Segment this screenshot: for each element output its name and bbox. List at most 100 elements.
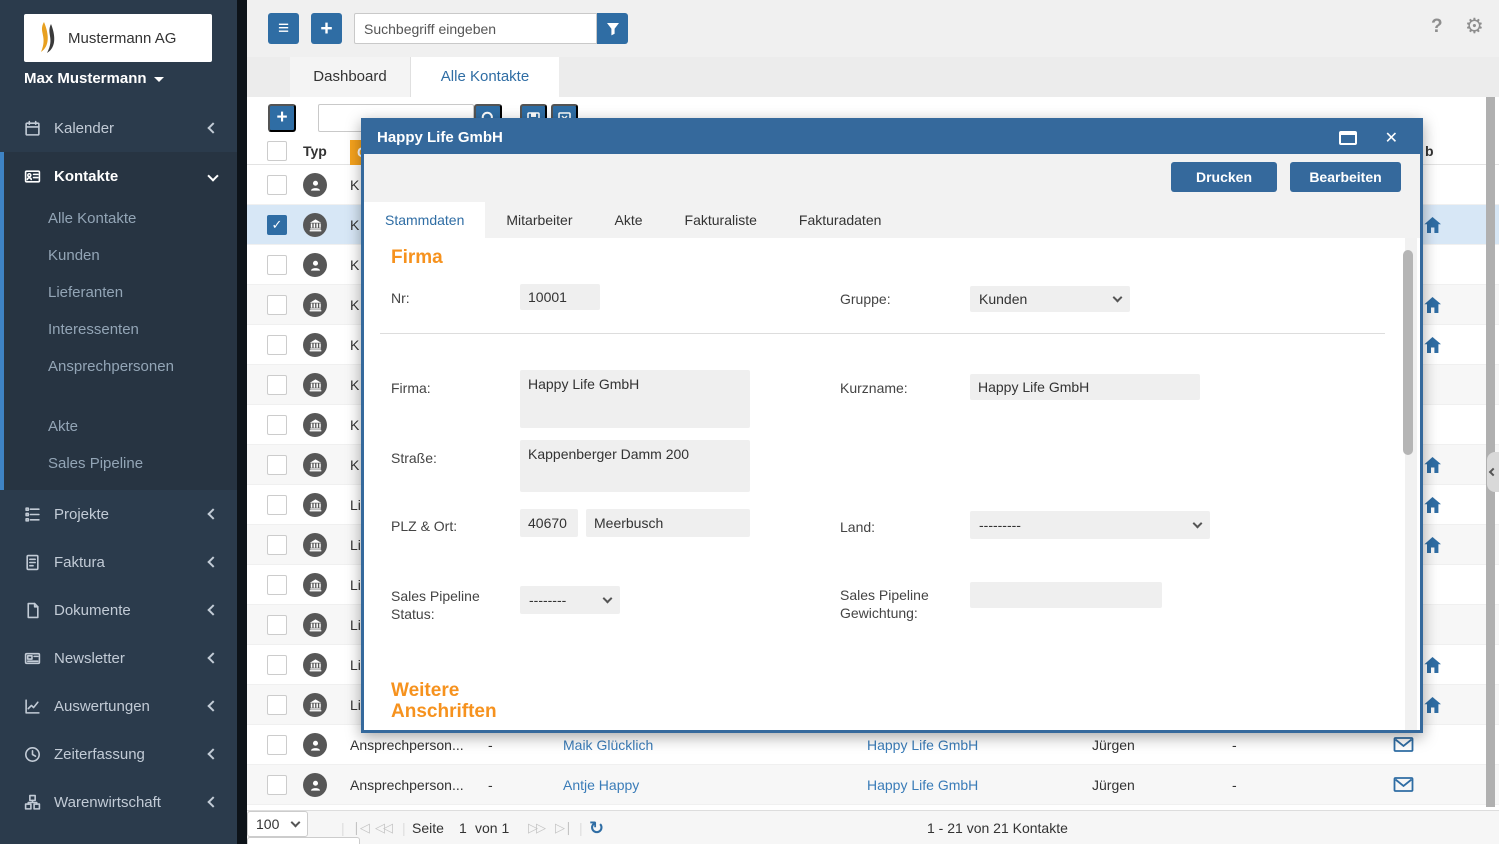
column-header-right-fragment[interactable]: b (1425, 143, 1434, 159)
sidebar-item-auswertungen[interactable]: Auswertungen (0, 682, 237, 730)
add-button-global[interactable]: + (311, 13, 342, 44)
first-page-button[interactable]: ❘◁ (351, 820, 370, 835)
column-header-typ[interactable]: Typ (303, 143, 327, 159)
sidebar-item-newsletter[interactable]: Newsletter (0, 634, 237, 682)
select-all-checkbox[interactable] (267, 141, 287, 161)
table-row[interactable]: Ansprechperson... - Antje Happy Happy Life … (247, 765, 1499, 805)
row-checkbox[interactable] (267, 175, 287, 195)
sidebar-item-akte[interactable]: Akte (48, 418, 79, 435)
home-icon[interactable] (1423, 216, 1442, 234)
mail-icon[interactable] (1393, 776, 1414, 793)
modal-scrollbar-thumb[interactable] (1403, 250, 1413, 455)
row-checkbox[interactable] (267, 295, 287, 315)
maximize-icon[interactable] (1338, 130, 1357, 145)
gear-icon[interactable]: ⚙ (1465, 15, 1484, 38)
plus-icon: + (320, 16, 333, 40)
home-icon[interactable] (1423, 536, 1442, 554)
row-checkbox[interactable] (267, 375, 287, 395)
sales-pipeline-gewichtung-field[interactable] (970, 582, 1162, 608)
firma-label: Firma: (391, 380, 431, 396)
ort-field[interactable]: Meerbusch (586, 509, 750, 537)
help-icon[interactable]: ? (1431, 16, 1443, 37)
mail-icon[interactable] (1393, 736, 1414, 753)
sidebar-item-zeiterfassung[interactable]: Zeiterfassung (0, 730, 237, 778)
edit-button[interactable]: Bearbeiten (1290, 162, 1401, 192)
sales-pipeline-status-select[interactable]: -------- (520, 586, 620, 614)
sidebar-item-interessenten[interactable]: Interessenten (48, 321, 139, 338)
sidebar-item-kontakte[interactable]: Kontakte (4, 152, 237, 200)
kurzname-field[interactable]: Happy Life GmbH (970, 374, 1200, 400)
next-page-button[interactable]: ▷▷ (528, 820, 546, 835)
row-checkbox[interactable] (267, 775, 287, 795)
row-checkbox[interactable]: ✓ (267, 215, 287, 235)
home-icon[interactable] (1423, 456, 1442, 474)
row-checkbox[interactable] (267, 415, 287, 435)
row-checkbox[interactable] (267, 335, 287, 355)
row-group-cell: - (488, 777, 493, 793)
sidebar-item-dokumente[interactable]: Dokumente (0, 586, 237, 634)
print-button[interactable]: Drucken (1171, 162, 1277, 192)
sidebar-item-ansprechpersonen[interactable]: Ansprechpersonen (48, 358, 174, 375)
sidebar-item-kunden[interactable]: Kunden (48, 247, 100, 264)
land-select[interactable]: --------- (970, 511, 1210, 539)
filter-button[interactable] (597, 13, 628, 44)
row-checkbox[interactable] (267, 535, 287, 555)
row-checkbox[interactable] (267, 695, 287, 715)
plz-field[interactable]: 40670 (520, 509, 578, 537)
separator: | (402, 820, 406, 836)
tab-dashboard[interactable]: Dashboard (290, 57, 411, 97)
sidebar-item-faktura[interactable]: Faktura (0, 538, 237, 586)
modal-tab-mitarbeiter[interactable]: Mitarbeiter (506, 212, 573, 228)
row-checkbox[interactable] (267, 615, 287, 635)
side-panel-toggle[interactable] (1487, 452, 1499, 492)
sidebar-item-projekte[interactable]: Projekte (0, 490, 237, 538)
sidebar-item-warenwirtschaft[interactable]: Warenwirtschaft (0, 778, 237, 826)
row-type-label: K (350, 177, 360, 193)
home-icon[interactable] (1423, 496, 1442, 514)
row-checkbox[interactable] (267, 575, 287, 595)
sidebar-item-lieferanten[interactable]: Lieferanten (48, 284, 124, 301)
row-contact-cell: Jürgen (1092, 777, 1135, 793)
row-checkbox[interactable] (267, 735, 287, 755)
sidebar-item-alle-kontakte[interactable]: Alle Kontakte (48, 210, 137, 227)
modal-tab-fakturadaten[interactable]: Fakturadaten (798, 212, 882, 228)
gruppe-select[interactable]: Kunden (970, 286, 1130, 312)
home-icon[interactable] (1423, 296, 1442, 314)
firma-field[interactable]: Happy Life GmbH (520, 370, 750, 428)
hamburger-menu-button[interactable]: ≡ (268, 13, 299, 44)
strasse-field[interactable]: Kappenberger Damm 200 (520, 440, 750, 492)
sidebar-item-label: Auswertungen (54, 697, 150, 715)
tab-alle-kontakte[interactable]: Alle Kontakte (411, 57, 559, 97)
home-icon[interactable] (1423, 696, 1442, 714)
company-link[interactable]: Happy Life GmbH (867, 777, 979, 793)
modal-tab-stammdaten[interactable]: Stammdaten (364, 202, 486, 238)
add-contact-button[interactable]: + (268, 104, 296, 132)
row-type-label: Ansprechperson... (350, 737, 464, 753)
nr-label: Nr: (391, 290, 410, 306)
prev-page-button[interactable]: ◁◁ (375, 820, 393, 835)
sidebar-item-sales-pipeline[interactable]: Sales Pipeline (48, 455, 144, 472)
page-size-select[interactable]: 100 (247, 811, 308, 837)
company-link[interactable]: Happy Life GmbH (867, 737, 979, 753)
current-page[interactable]: 1 (459, 820, 467, 836)
last-page-button[interactable]: ▷❘ (555, 820, 574, 835)
contact-name-link[interactable]: Antje Happy (563, 777, 640, 793)
home-icon[interactable] (1423, 656, 1442, 674)
chevron-left-icon (207, 604, 219, 616)
hamburger-icon: ≡ (277, 17, 290, 39)
contact-name-link[interactable]: Maik Glücklich (563, 737, 654, 753)
row-checkbox[interactable] (267, 655, 287, 675)
user-menu[interactable]: Max Mustermann (24, 70, 164, 87)
person-icon (303, 173, 327, 197)
row-checkbox[interactable] (267, 255, 287, 275)
sidebar-item-kalender[interactable]: Kalender (0, 104, 237, 152)
row-checkbox[interactable] (267, 455, 287, 475)
modal-tab-akte[interactable]: Akte (614, 212, 643, 228)
row-checkbox[interactable] (267, 495, 287, 515)
global-search-input[interactable] (354, 13, 597, 44)
modal-scrollbar-track[interactable] (1403, 238, 1417, 730)
refresh-icon[interactable]: ↻ (589, 818, 605, 838)
close-icon[interactable]: ✕ (1384, 129, 1398, 147)
modal-tab-fakturaliste[interactable]: Fakturaliste (684, 212, 757, 228)
home-icon[interactable] (1423, 336, 1442, 354)
